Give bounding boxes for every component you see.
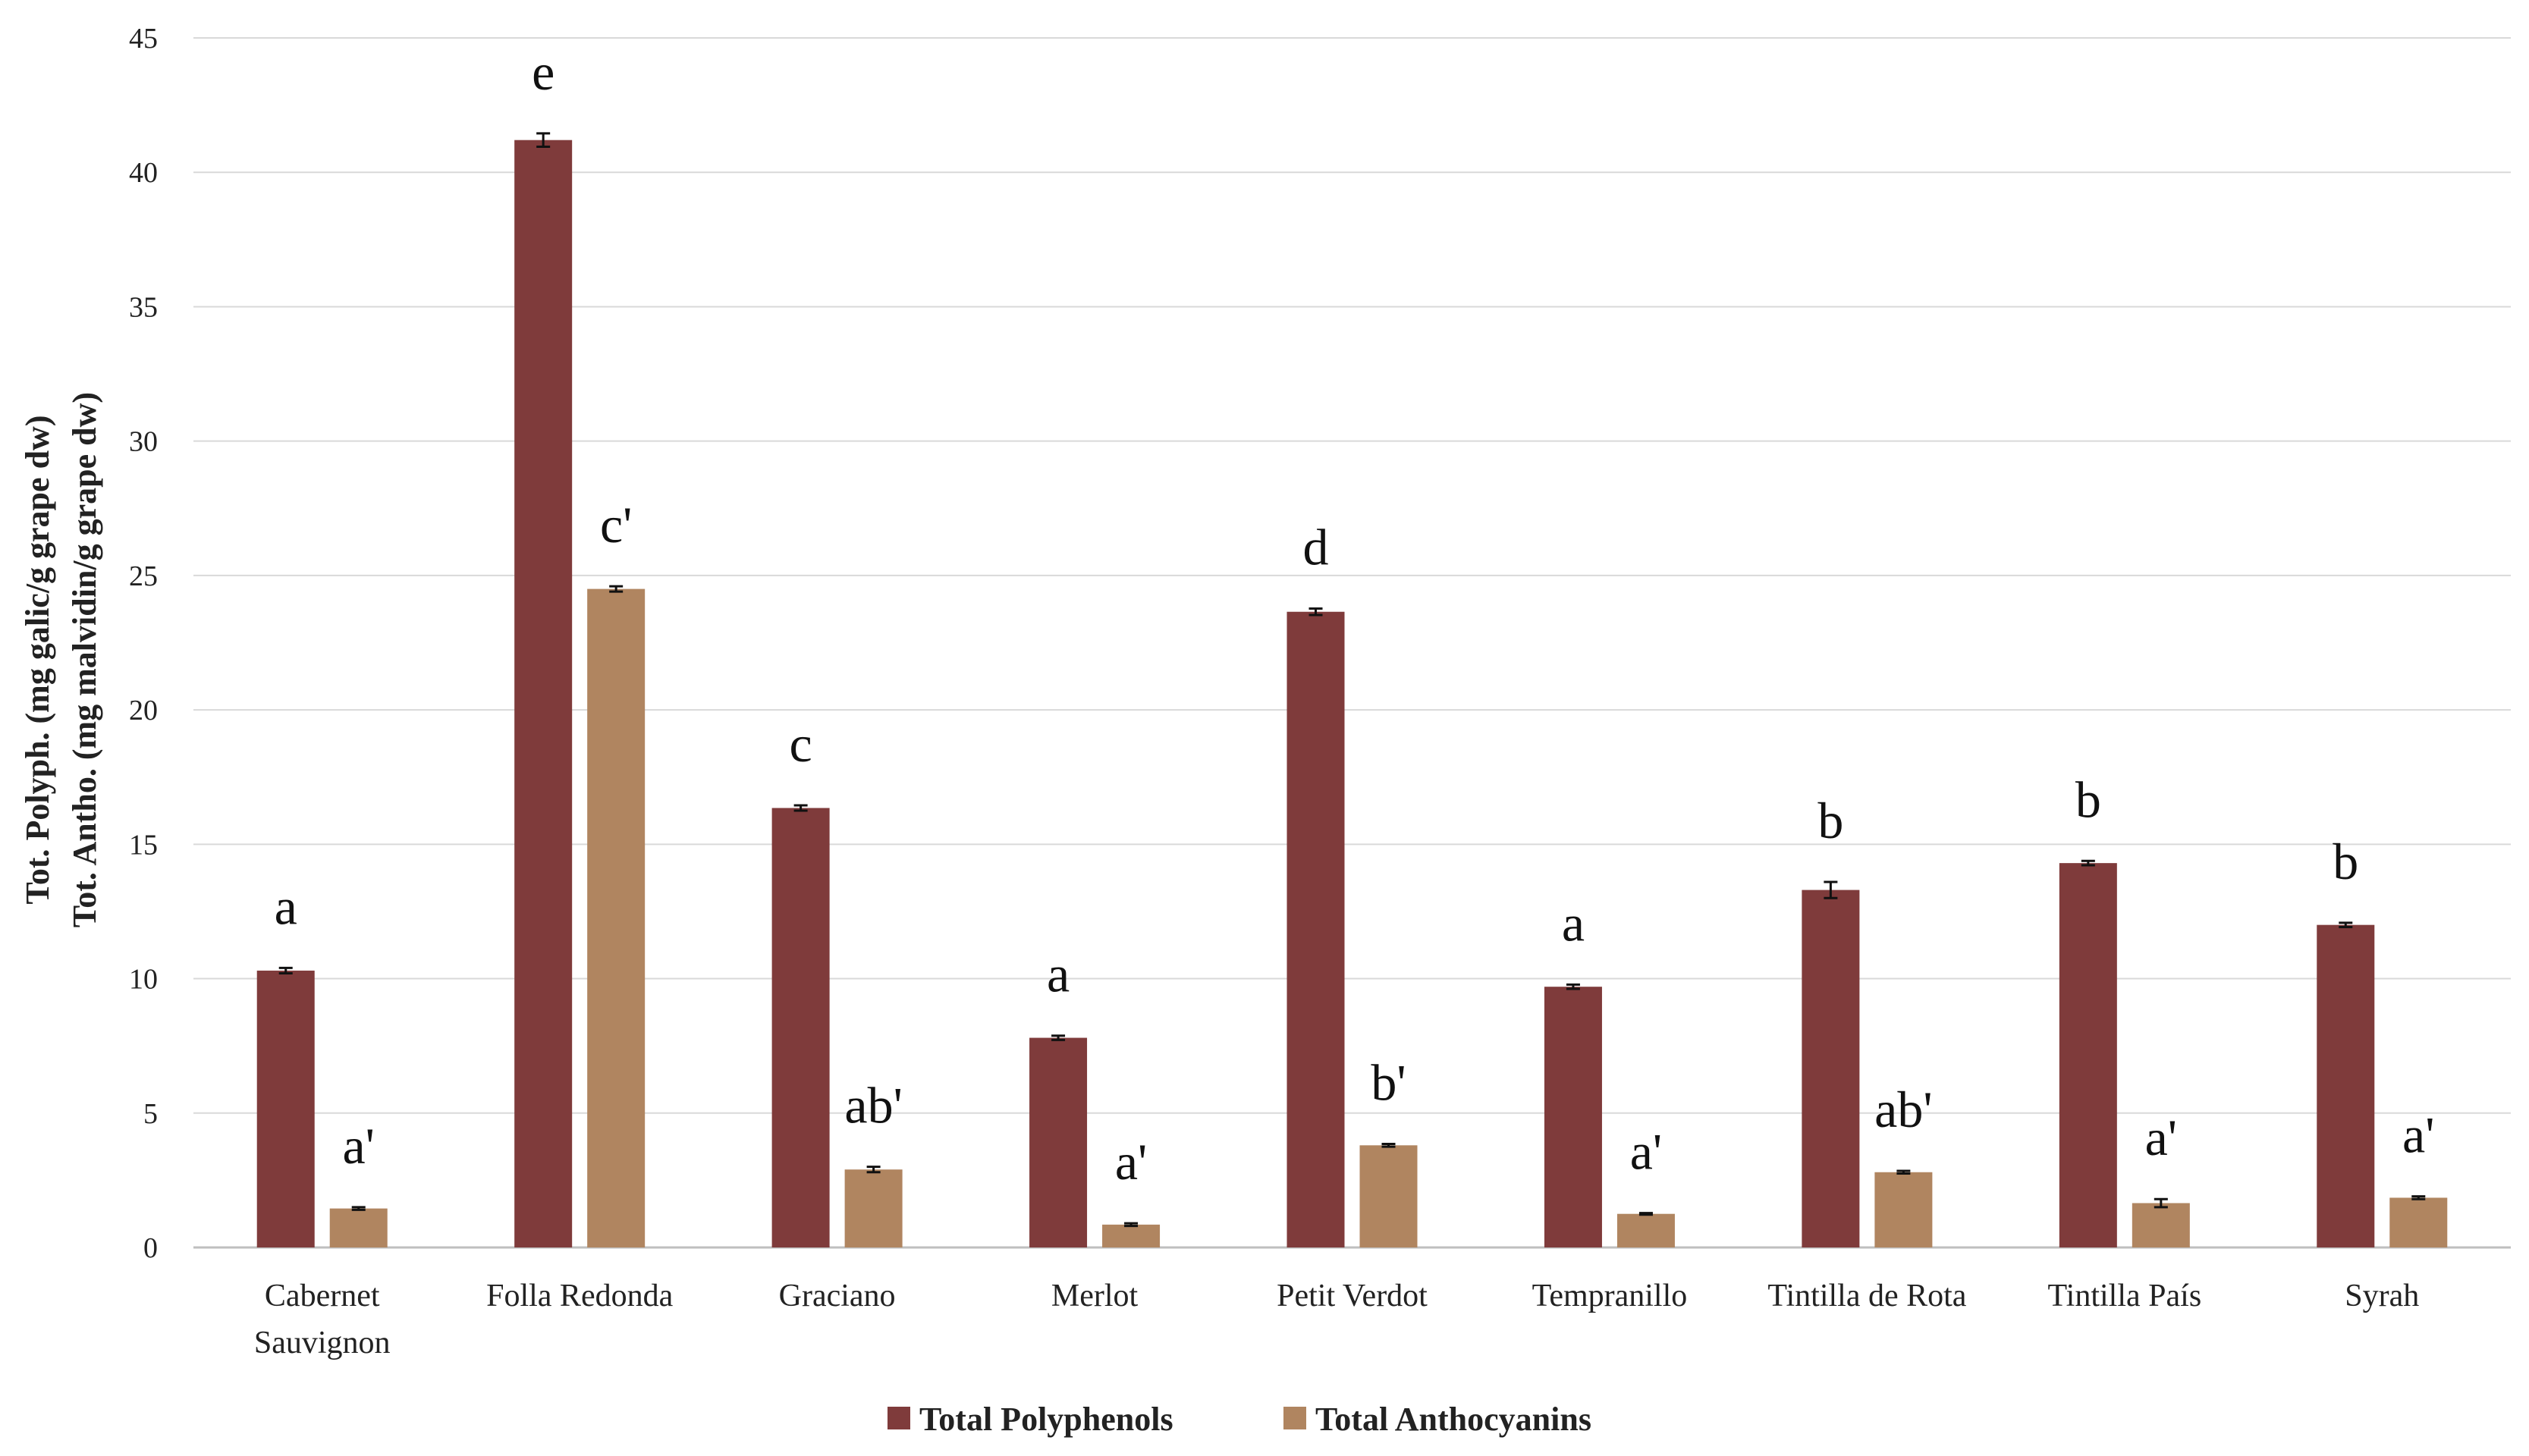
bar-total-anthocyanins [1874,1172,1933,1247]
x-category-label: Folla Redonda [486,1279,673,1313]
y-tick-label: 40 [129,157,158,189]
bar-total-polyphenols [1286,611,1345,1247]
x-category-label: Graciano [779,1279,896,1313]
y-tick-label: 5 [143,1098,158,1130]
significance-label: e [532,43,554,101]
y-axis-title-line-2: Tot. Antho. (mg malvidin/g grape dw) [66,392,103,927]
error-bar [1896,1169,1911,1175]
significance-label: a' [1630,1123,1662,1181]
x-category-label-line: Syrah [2345,1279,2419,1313]
bar-total-anthocyanins [329,1208,388,1247]
error-bar [609,585,624,593]
significance-label: ab' [844,1077,902,1134]
gridlines [193,37,2511,1249]
error-bar [1566,983,1580,990]
significance-label: b [2075,770,2101,828]
error-bar [1124,1222,1139,1228]
significance-label: a [1047,946,1070,1003]
error-bar [866,1166,881,1174]
significance-label: a' [2402,1106,2434,1164]
y-tick-label: 35 [129,291,158,323]
significance-label: ab' [1874,1081,1932,1138]
bar-total-anthocyanins [2389,1197,2448,1247]
bar-total-anthocyanins [1616,1213,1675,1247]
x-category-label-line: Tintilla de Rota [1767,1279,1966,1313]
x-category-label: Tempranillo [1532,1279,1688,1313]
error-bar [1051,1034,1066,1041]
x-category-label-line: Cabernet [265,1279,380,1313]
y-tick-label: 10 [129,964,158,996]
bars [256,132,2448,1248]
y-axis-title-line-1: Tot. Polyph. (mg galic/g grape dw) [19,416,56,905]
significance-label: d [1303,518,1329,576]
bar-total-anthocyanins [844,1169,903,1247]
significance-label: c' [600,496,632,554]
x-axis-category-labels: Cabernet Sauvignon Folla Redonda Graciano Me… [254,1279,2419,1360]
x-category-label-line: Tintilla País [2047,1279,2201,1313]
bar-total-polyphenols [1029,1037,1088,1247]
significance-label: a [1562,894,1585,952]
x-category-label-line: Folla Redonda [486,1279,673,1313]
bar-total-polyphenols [514,140,573,1248]
x-category-label-line: Petit Verdot [1277,1279,1428,1313]
bar-total-polyphenols [1544,987,1602,1247]
legend-label-total-polyphenols: Total Polyphenols [919,1401,1173,1438]
significance-label: c [790,715,812,773]
significance-label: a' [343,1117,375,1175]
y-tick-label: 45 [129,23,158,55]
legend-label-total-anthocyanins: Total Anthocyanins [1315,1401,1591,1438]
error-bar [2339,921,2353,929]
bar-total-polyphenols [2317,924,2375,1247]
error-bar [1308,607,1323,617]
y-axis-ticks: 0 5 10 15 20 25 30 35 40 45 [129,23,158,1264]
x-category-label-line: Graciano [779,1279,896,1313]
error-bar [278,966,293,974]
x-category-label-line: Sauvignon [254,1326,391,1360]
bar-total-polyphenols [1802,890,1860,1247]
y-tick-label: 15 [129,829,158,861]
bar-total-polyphenols [2059,863,2117,1247]
x-category-label: Tintilla de Rota [1767,1279,1966,1313]
error-bar [1824,880,1838,899]
bar-total-polyphenols [256,970,315,1247]
error-bar [536,132,551,149]
bar-total-anthocyanins [1102,1224,1161,1247]
significance-label: b [2333,833,2358,890]
x-category-label-line: Merlot [1051,1279,1139,1313]
legend-swatch-total-polyphenols [888,1407,910,1429]
error-bar [1638,1212,1653,1216]
significance-label: a' [2145,1109,2177,1166]
y-tick-label: 0 [143,1232,158,1264]
significance-label: b [1817,792,1843,849]
legend-swatch-total-anthocyanins [1283,1407,1306,1429]
error-bar [793,804,808,812]
error-bar [351,1206,366,1211]
error-bar [1381,1143,1396,1148]
error-bar [2411,1195,2426,1200]
bar-total-anthocyanins [587,588,646,1247]
y-tick-label: 30 [129,426,158,458]
y-tick-label: 20 [129,695,158,726]
x-category-label: Petit Verdot [1277,1279,1428,1313]
y-tick-label: 25 [129,560,158,592]
x-category-label: Syrah [2345,1279,2419,1313]
x-category-label: Tintilla País [2047,1279,2201,1313]
significance-label: b' [1371,1054,1406,1112]
significance-label: a [275,877,297,935]
error-bar [2081,859,2095,867]
error-bar [2154,1197,2168,1209]
bar-total-anthocyanins [1359,1145,1418,1247]
legend: Total Polyphenols Total Anthocyanins [888,1401,1591,1438]
significance-labels: a e c a d a b b b a' c' ab' a' b' a' ab' a' a' [275,43,2435,1191]
bar-total-polyphenols [771,808,830,1247]
x-category-label: Merlot [1051,1279,1139,1313]
x-category-label: Cabernet Sauvignon [254,1279,391,1360]
x-category-label-line: Tempranillo [1532,1279,1688,1313]
significance-label: a' [1115,1133,1147,1191]
bar-total-anthocyanins [2132,1203,2190,1247]
